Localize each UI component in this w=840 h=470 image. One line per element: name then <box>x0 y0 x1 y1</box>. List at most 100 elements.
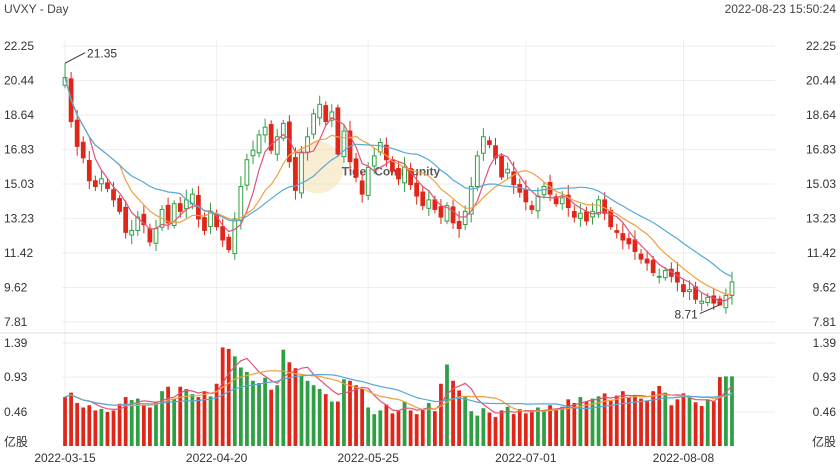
candle-body[interactable] <box>111 189 116 201</box>
candle-body[interactable] <box>468 185 474 215</box>
volume-bar[interactable] <box>148 407 152 446</box>
volume-bar[interactable] <box>166 386 170 446</box>
candle-body[interactable] <box>286 121 292 163</box>
candle-body[interactable] <box>729 281 735 296</box>
volume-bar[interactable] <box>93 410 98 446</box>
candle-body[interactable] <box>608 210 614 228</box>
volume-bar[interactable] <box>329 401 334 446</box>
candle-body[interactable] <box>596 199 601 215</box>
candle-body[interactable] <box>687 289 692 293</box>
volume-bar[interactable] <box>420 408 425 446</box>
candle-body[interactable] <box>244 159 250 186</box>
candle-body[interactable] <box>675 271 680 283</box>
volume-bar[interactable] <box>245 371 249 446</box>
volume-bar[interactable] <box>232 356 237 446</box>
candle-body[interactable] <box>80 141 86 159</box>
candle-body[interactable] <box>147 228 153 243</box>
candle-body[interactable] <box>408 168 414 186</box>
volume-bar[interactable] <box>566 399 571 446</box>
candle-body[interactable] <box>238 185 244 221</box>
candle-body[interactable] <box>481 136 486 154</box>
candle-body[interactable] <box>220 226 226 241</box>
volume-bar[interactable] <box>711 401 716 446</box>
volume-bar[interactable] <box>663 392 668 446</box>
candle-body[interactable] <box>578 212 583 219</box>
volume-bar[interactable] <box>633 394 637 446</box>
candle-body[interactable] <box>414 182 420 197</box>
volume-bar[interactable] <box>87 405 92 446</box>
volume-bar[interactable] <box>251 380 255 446</box>
candle-body[interactable] <box>626 238 632 245</box>
volume-bar[interactable] <box>238 367 243 446</box>
candle-body[interactable] <box>650 259 656 273</box>
candle-body[interactable] <box>620 233 626 241</box>
volume-bar[interactable] <box>172 398 177 446</box>
volume-bar[interactable] <box>323 394 328 446</box>
volume-bar[interactable] <box>560 406 565 446</box>
volume-bar[interactable] <box>317 388 322 446</box>
volume-bar[interactable] <box>590 398 595 446</box>
volume-bar[interactable] <box>299 375 304 446</box>
volume-bar[interactable] <box>311 385 316 446</box>
candle-body[interactable] <box>450 206 456 224</box>
candle-body[interactable] <box>529 205 535 210</box>
candle-body[interactable] <box>420 191 426 207</box>
volume-bar[interactable] <box>69 392 73 446</box>
candle-body[interactable] <box>493 145 498 159</box>
volume-bar[interactable] <box>348 380 352 446</box>
candle-body[interactable] <box>329 111 335 121</box>
candle-body[interactable] <box>262 126 268 136</box>
volume-bar[interactable] <box>572 403 577 446</box>
candle-body[interactable] <box>105 182 110 189</box>
volume-bar[interactable] <box>730 376 734 446</box>
volume-bar[interactable] <box>335 401 340 446</box>
volume-bar[interactable] <box>257 383 261 446</box>
volume-bar[interactable] <box>99 408 104 446</box>
candle-body[interactable] <box>699 300 705 304</box>
candle-body[interactable] <box>584 211 589 222</box>
volume-bar[interactable] <box>487 412 492 446</box>
candle-body[interactable] <box>462 210 468 226</box>
volume-bar[interactable] <box>208 396 213 446</box>
candle-body[interactable] <box>99 178 104 185</box>
candle-body[interactable] <box>165 204 171 224</box>
candle-body[interactable] <box>365 166 371 196</box>
volume-bar[interactable] <box>81 407 86 446</box>
volume-bar[interactable] <box>439 383 443 446</box>
volume-bar[interactable] <box>578 397 583 446</box>
volume-bar[interactable] <box>342 379 346 446</box>
volume-bar[interactable] <box>220 347 225 446</box>
volume-bar[interactable] <box>584 401 589 446</box>
volume-bar[interactable] <box>657 385 662 446</box>
volume-bar[interactable] <box>651 391 656 446</box>
volume-bar[interactable] <box>184 388 189 446</box>
volume-bar[interactable] <box>226 348 231 446</box>
candle-body[interactable] <box>499 155 504 178</box>
volume-bar[interactable] <box>214 383 219 446</box>
volume-bar[interactable] <box>117 403 122 446</box>
candle-body[interactable] <box>541 185 547 196</box>
volume-bar[interactable] <box>608 400 613 446</box>
candle-body[interactable] <box>141 213 147 226</box>
candle-body[interactable] <box>523 189 529 203</box>
candle-body[interactable] <box>341 130 347 158</box>
candle-body[interactable] <box>293 157 298 191</box>
volume-bar[interactable] <box>699 405 704 446</box>
volume-bar[interactable] <box>675 399 680 446</box>
candle-body[interactable] <box>359 180 365 195</box>
volume-bar[interactable] <box>511 414 516 446</box>
volume-bar[interactable] <box>263 377 267 446</box>
volume-bar[interactable] <box>75 403 80 446</box>
candle-body[interactable] <box>383 144 389 161</box>
volume-bar[interactable] <box>687 397 692 446</box>
volume-bar[interactable] <box>129 400 134 446</box>
volume-bar[interactable] <box>190 394 195 446</box>
candle-body[interactable] <box>280 122 286 139</box>
volume-bar[interactable] <box>384 404 389 446</box>
volume-bar[interactable] <box>596 396 601 446</box>
candle-body[interactable] <box>662 270 668 279</box>
candle-body[interactable] <box>123 206 129 233</box>
candle-body[interactable] <box>402 166 407 184</box>
candle-body[interactable] <box>177 203 183 212</box>
candle-body[interactable] <box>614 230 620 233</box>
